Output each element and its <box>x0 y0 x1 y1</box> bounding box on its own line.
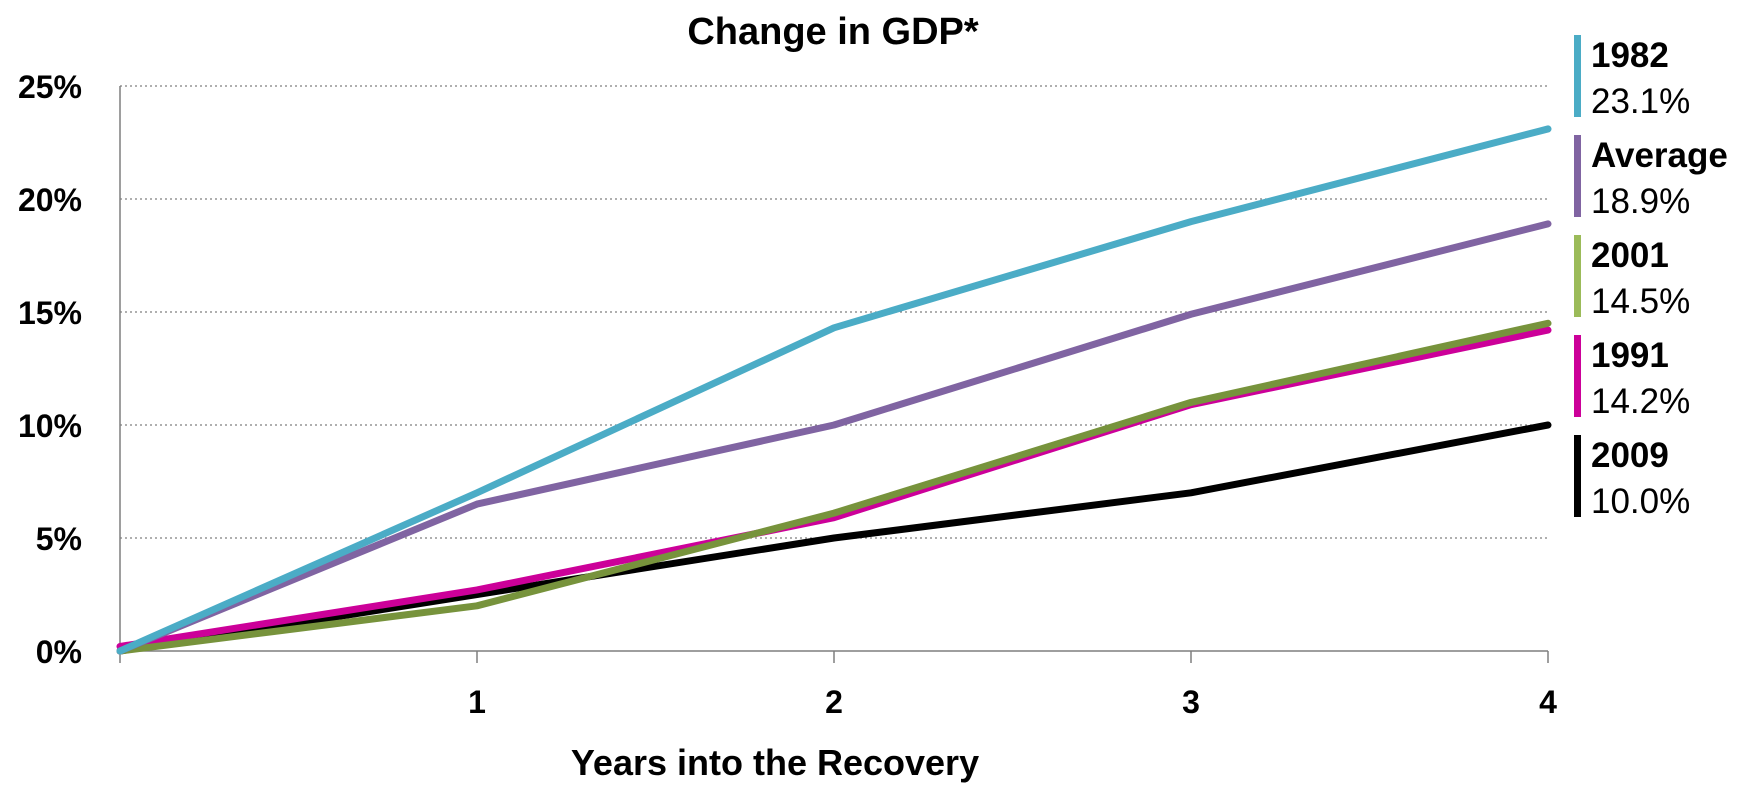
x-tick-label: 4 <box>1539 684 1557 720</box>
series-lines <box>116 125 1552 655</box>
series-line-2009 <box>116 421 1552 655</box>
y-tick-label: 0% <box>36 634 82 670</box>
legend-value-2001: 14.5% <box>1591 282 1690 321</box>
gridlines <box>120 85 1548 539</box>
series-line-average <box>116 220 1552 655</box>
legend-value-2009: 10.0% <box>1591 482 1690 521</box>
x-axis-title: Years into the Recovery <box>571 742 979 783</box>
axes: 0% 5% 10% 15% 20% 25% 1 2 3 4 <box>18 69 1557 720</box>
legend-value-1982: 23.1% <box>1591 82 1690 121</box>
x-tick-label: 2 <box>825 684 843 720</box>
y-tick-label: 5% <box>36 521 82 557</box>
series-line-1982 <box>116 125 1552 655</box>
series-line-2001 <box>116 319 1552 655</box>
legend-swatch-average <box>1574 135 1581 217</box>
x-tick-label: 3 <box>1182 684 1200 720</box>
y-tick-label: 25% <box>18 69 82 105</box>
legend-swatch-1982 <box>1574 35 1581 117</box>
y-tick-label: 10% <box>18 408 82 444</box>
series-line-1991 <box>116 326 1552 650</box>
legend-label-average: Average <box>1591 136 1728 175</box>
chart-title: Change in GDP* <box>687 11 979 53</box>
legend: 1982 23.1% Average 18.9% 2001 14.5% 1991 14.2% 2… <box>1574 35 1728 521</box>
legend-value-1991: 14.2% <box>1591 382 1690 421</box>
legend-label-2009: 2009 <box>1591 436 1669 475</box>
legend-swatch-1991 <box>1574 335 1581 417</box>
legend-label-1982: 1982 <box>1591 36 1669 75</box>
y-tick-label: 15% <box>18 295 82 331</box>
legend-label-1991: 1991 <box>1591 336 1669 375</box>
y-tick-label: 20% <box>18 182 82 218</box>
legend-label-2001: 2001 <box>1591 236 1669 275</box>
legend-swatch-2009 <box>1574 435 1581 517</box>
legend-swatch-2001 <box>1574 235 1581 317</box>
x-tick-label: 1 <box>468 684 486 720</box>
legend-value-average: 18.9% <box>1591 182 1690 221</box>
